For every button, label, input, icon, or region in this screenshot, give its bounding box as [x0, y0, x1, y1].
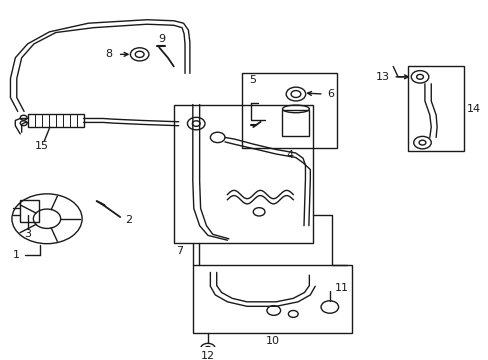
Text: 7: 7 — [176, 246, 183, 256]
Bar — [193, 265, 351, 333]
Text: 14: 14 — [466, 104, 480, 114]
Bar — [242, 73, 336, 148]
Bar — [407, 67, 463, 151]
Text: 15: 15 — [35, 141, 48, 151]
Text: 5: 5 — [249, 75, 256, 85]
Text: 1: 1 — [13, 250, 20, 260]
Text: 13: 13 — [375, 72, 389, 82]
Text: 3: 3 — [24, 229, 31, 239]
Text: 2: 2 — [125, 215, 132, 225]
Text: 6: 6 — [327, 89, 334, 99]
Text: 8: 8 — [105, 49, 113, 59]
Text: 12: 12 — [201, 351, 215, 360]
Bar — [173, 104, 312, 243]
Text: 11: 11 — [334, 283, 348, 293]
Bar — [282, 110, 308, 136]
Text: 9: 9 — [158, 34, 165, 44]
Text: 4: 4 — [285, 150, 293, 161]
Bar — [27, 114, 83, 127]
Bar — [20, 200, 39, 222]
Text: 10: 10 — [265, 336, 279, 346]
